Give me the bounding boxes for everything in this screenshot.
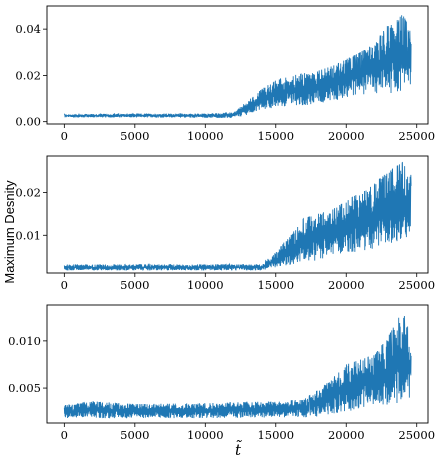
panel-1: 0 5000 10000 15000 20000 25000 0.00 0.02 0.04 bbox=[15, 5, 435, 143]
y-tick-label: 0.02 bbox=[15, 68, 41, 82]
axes-frame bbox=[46, 5, 429, 125]
y-tick-label: 0.01 bbox=[15, 228, 41, 242]
axes-frame bbox=[46, 155, 429, 274]
y-tick-label: 0.005 bbox=[8, 381, 41, 395]
axes-frame bbox=[46, 304, 429, 424]
y-tick-label: 0.00 bbox=[15, 115, 41, 129]
x-tick-label: 10000 bbox=[187, 278, 224, 292]
y-tick-label: 0.04 bbox=[15, 22, 41, 36]
x-tick-label: 25000 bbox=[398, 129, 435, 143]
x-tick-label: 25000 bbox=[398, 278, 435, 292]
series-line-2 bbox=[63, 161, 412, 271]
x-tick-label: 0 bbox=[61, 129, 68, 143]
y-tick-label: 0.010 bbox=[8, 334, 41, 348]
x-tick-label: 10000 bbox=[187, 129, 224, 143]
x-tick-label: 0 bbox=[61, 428, 68, 442]
x-tick-label: 20000 bbox=[328, 129, 365, 143]
y-tick-label: 0.02 bbox=[15, 185, 41, 199]
x-tick-label: 5000 bbox=[120, 129, 149, 143]
x-axis-label: t̃ bbox=[235, 440, 242, 459]
series-line-1 bbox=[63, 15, 412, 119]
x-tick-label: 10000 bbox=[187, 428, 224, 442]
x-tick-label: 15000 bbox=[257, 129, 294, 143]
y-axis-label: Maximum Desnity bbox=[2, 180, 17, 284]
x-tick-label: 20000 bbox=[328, 428, 365, 442]
x-tick-label: 15000 bbox=[257, 428, 294, 442]
x-tick-label: 5000 bbox=[120, 278, 149, 292]
panel-2: 0 5000 10000 15000 20000 25000 0.01 0.02 bbox=[15, 155, 435, 292]
x-tick-label: 0 bbox=[61, 278, 68, 292]
series-line-3 bbox=[63, 315, 412, 419]
x-tick-label: 15000 bbox=[257, 278, 294, 292]
x-tick-label: 5000 bbox=[120, 428, 149, 442]
panel-3: 0 5000 10000 15000 20000 25000 0.005 0.010 bbox=[8, 304, 435, 442]
x-tick-label: 20000 bbox=[328, 278, 365, 292]
x-tick-label: 25000 bbox=[398, 428, 435, 442]
